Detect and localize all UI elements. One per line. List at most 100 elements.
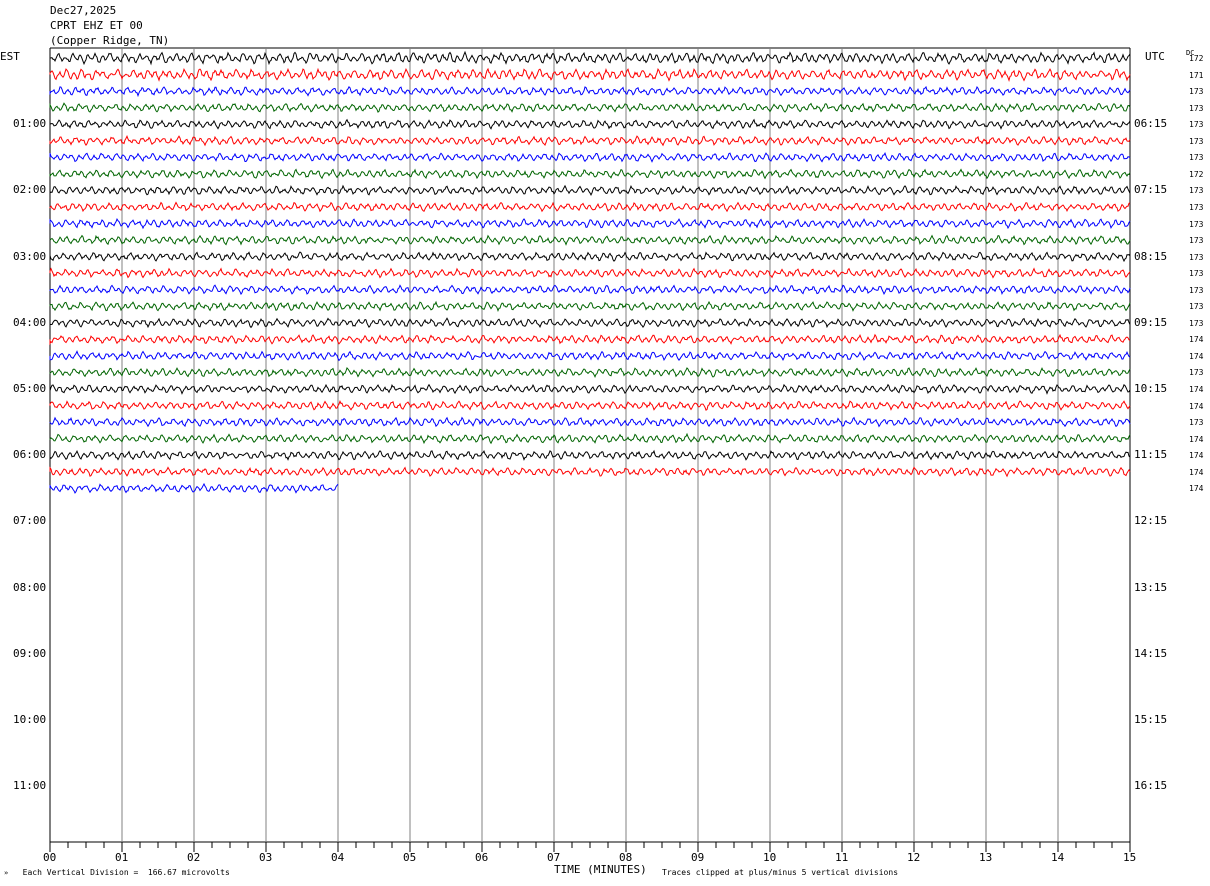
utc-hour-label: 11:15 bbox=[1134, 448, 1168, 462]
seismic-trace bbox=[49, 350, 1131, 362]
seismic-trace bbox=[49, 118, 1131, 130]
x-tick-label: 11 bbox=[835, 851, 849, 864]
dc-offset-value: 173 bbox=[1189, 219, 1204, 229]
dc-offset-value: 173 bbox=[1189, 153, 1204, 163]
seismic-trace bbox=[49, 399, 1131, 411]
utc-hour-label: 10:15 bbox=[1134, 382, 1168, 395]
dc-offset-value: 174 bbox=[1189, 401, 1204, 411]
seismic-trace bbox=[49, 367, 1131, 379]
x-tick-label: 09 bbox=[691, 851, 705, 864]
est-hour-label: 09:00 bbox=[13, 646, 47, 660]
seismic-trace bbox=[49, 184, 1131, 197]
dc-offset-value: 173 bbox=[1189, 318, 1204, 328]
station-code: CPRT EHZ ET 00 bbox=[50, 19, 143, 32]
dc-offset-value: 173 bbox=[1189, 186, 1204, 196]
x-tick-label: 03 bbox=[259, 851, 273, 864]
seismic-trace bbox=[49, 201, 1131, 213]
utc-hour-label: 07:15 bbox=[1134, 183, 1168, 197]
utc-hour-label: 13:15 bbox=[1134, 580, 1168, 594]
dc-offset-value: 173 bbox=[1189, 202, 1204, 212]
est-hour-label: 10:00 bbox=[13, 713, 47, 726]
utc-axis-label: UTC bbox=[1145, 50, 1165, 63]
seismic-trace bbox=[49, 267, 1131, 279]
est-hour-label: 06:00 bbox=[13, 448, 47, 462]
dc-offset-value: 171 bbox=[1189, 70, 1204, 80]
seismic-trace bbox=[49, 333, 1131, 346]
dc-offset-value: 173 bbox=[1189, 252, 1204, 262]
x-axis-title: TIME (MINUTES) bbox=[554, 863, 647, 876]
footer-scale-note: » Each Vertical Division = 166.67 microv… bbox=[4, 868, 230, 877]
utc-hour-label: 14:15 bbox=[1134, 646, 1168, 660]
est-hour-label: 02:00 bbox=[13, 183, 47, 197]
x-tick-label: 13 bbox=[979, 851, 993, 864]
seismic-trace bbox=[49, 432, 1131, 445]
est-axis-label: EST bbox=[0, 50, 20, 63]
est-hour-label: 03:00 bbox=[13, 249, 47, 263]
footer-clip-note: Traces clipped at plus/minus 5 vertical … bbox=[662, 868, 899, 877]
seismic-trace bbox=[49, 102, 1131, 113]
seismic-trace bbox=[49, 383, 1131, 395]
seismic-trace bbox=[49, 85, 1131, 98]
dc-offset-value: 173 bbox=[1189, 103, 1204, 113]
dc-offset-value: 174 bbox=[1189, 385, 1204, 394]
station-location: (Copper Ridge, TN) bbox=[50, 34, 170, 47]
dc-offset-value: 173 bbox=[1189, 136, 1204, 146]
seismic-trace bbox=[49, 317, 1131, 329]
est-hour-label: 07:00 bbox=[13, 514, 47, 528]
dc-offset-value: 173 bbox=[1189, 368, 1204, 378]
dc-offset-value: 173 bbox=[1189, 302, 1204, 312]
x-tick-label: 14 bbox=[1051, 851, 1065, 864]
seismic-trace bbox=[49, 300, 1131, 313]
x-tick-label: 00 bbox=[43, 851, 57, 864]
est-hour-label: 11:00 bbox=[13, 779, 47, 793]
seismic-trace bbox=[49, 482, 339, 494]
utc-hour-label: 12:15 bbox=[1134, 514, 1168, 528]
x-tick-label: 02 bbox=[187, 851, 201, 864]
seismic-trace bbox=[49, 251, 1131, 263]
seismic-trace bbox=[49, 217, 1131, 230]
x-tick-label: 12 bbox=[907, 851, 921, 864]
dc-offset-value: 173 bbox=[1189, 87, 1204, 97]
seismic-trace bbox=[49, 50, 1131, 66]
dc-offset-value: 174 bbox=[1189, 351, 1204, 361]
x-tick-label: 01 bbox=[115, 851, 129, 864]
seismic-trace bbox=[49, 234, 1131, 246]
x-tick-label: 10 bbox=[763, 851, 777, 864]
utc-hour-label: 09:15 bbox=[1134, 315, 1168, 329]
x-tick-label: 07 bbox=[547, 851, 561, 864]
dc-offset-value: 173 bbox=[1189, 236, 1204, 246]
utc-hour-label: 16:15 bbox=[1134, 779, 1168, 793]
seismic-trace bbox=[49, 67, 1131, 82]
dc-offset-value: 174 bbox=[1189, 484, 1204, 494]
est-hour-label: 05:00 bbox=[13, 382, 47, 395]
est-hour-label: 04:00 bbox=[13, 315, 47, 329]
chart-date: Dec27,2025 bbox=[50, 4, 117, 17]
dc-offset-value: 174 bbox=[1189, 335, 1204, 345]
est-hour-label: 08:00 bbox=[13, 580, 47, 594]
x-tick-label: 06 bbox=[475, 851, 489, 864]
x-tick-label: 05 bbox=[403, 851, 417, 864]
utc-hour-label: 08:15 bbox=[1134, 249, 1168, 263]
x-tick-label: 08 bbox=[619, 851, 633, 864]
dc-offset-value: 172 bbox=[1189, 54, 1204, 63]
seismic-trace bbox=[49, 135, 1131, 147]
dc-offset-value: 174 bbox=[1189, 434, 1204, 444]
dc-label: DC bbox=[1186, 49, 1195, 57]
seismic-trace bbox=[49, 151, 1131, 163]
seismic-trace bbox=[49, 168, 1131, 180]
x-tick-label: 15 bbox=[1123, 851, 1137, 864]
utc-hour-label: 15:15 bbox=[1134, 713, 1168, 726]
est-hour-label: 01:00 bbox=[13, 117, 47, 131]
x-tick-label: 04 bbox=[331, 851, 345, 864]
dc-offset-value: 173 bbox=[1189, 120, 1204, 130]
dc-offset-value: 174 bbox=[1189, 467, 1204, 477]
seismic-trace bbox=[49, 466, 1131, 478]
dc-offset-value: 173 bbox=[1189, 418, 1204, 428]
utc-hour-label: 06:15 bbox=[1134, 117, 1168, 131]
seismic-trace bbox=[49, 416, 1131, 428]
seismic-trace bbox=[49, 284, 1131, 296]
dc-offset-value: 173 bbox=[1189, 269, 1204, 279]
dc-offset-value: 174 bbox=[1189, 451, 1204, 461]
footer-scale-text: Each Vertical Division = 166.67 microvol… bbox=[22, 868, 230, 877]
dc-offset-value: 172 bbox=[1189, 169, 1204, 179]
